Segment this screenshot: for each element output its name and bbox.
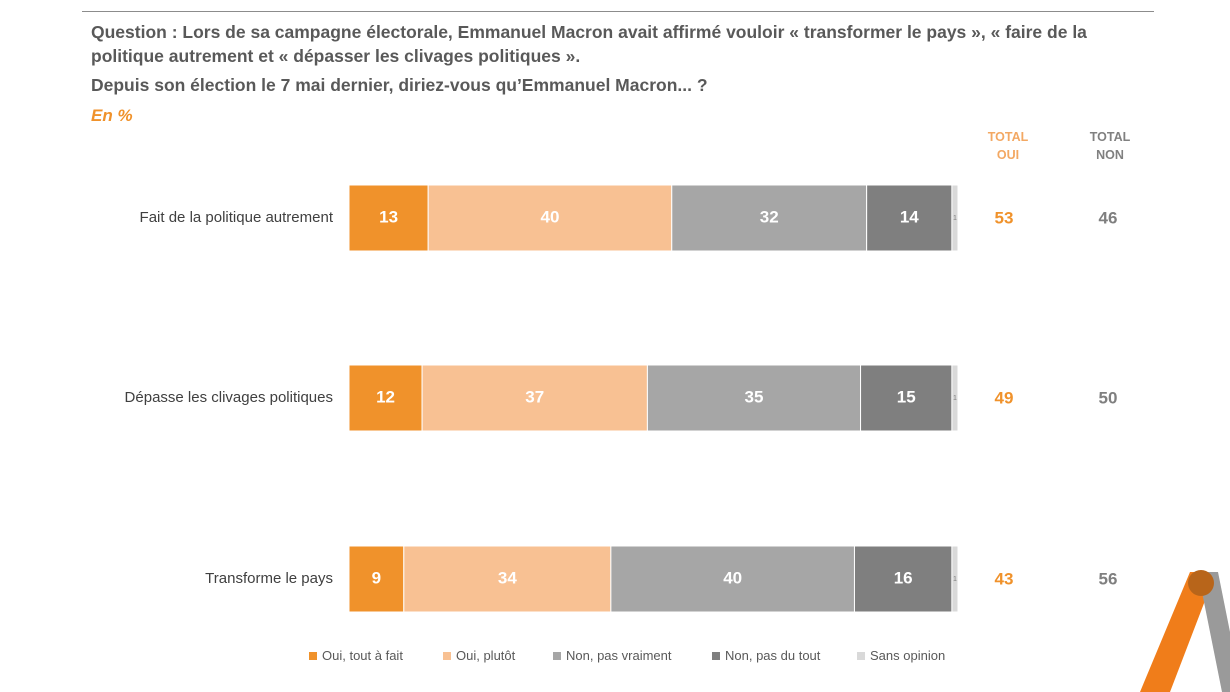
logo-dot [1188,570,1214,596]
legend-swatch [309,651,317,660]
bar-segment-sans-opinion [951,184,959,252]
legend-label: Non, pas vraiment [566,648,672,663]
total-oui-value: 43 [995,569,1014,588]
bar-segment-oui-tout-a-fait [348,364,423,432]
legend-label: Non, pas du tout [725,648,821,663]
legend-swatch [443,651,451,660]
legend-item-oui-plutot: Oui, plutôt [443,648,515,663]
total-oui-value: 49 [995,388,1014,407]
category-label: Transforme le pays [205,570,333,587]
bar-segment-oui-plutot [403,545,612,613]
total-oui-header: TOTAL OUI [963,128,1053,164]
data-label-sans-opinion: 1 [953,215,957,222]
total-non-value: 56 [1099,569,1118,588]
bar-segment-oui-plutot [427,184,673,252]
data-label-non-pas-vraiment: 35 [745,387,764,406]
legend-item-sans-opinion: Sans opinion [857,648,945,663]
bar-segment-oui-plutot [421,364,648,432]
bar-segment-non-pas-vraiment [610,545,855,613]
chart-legend: Oui, tout à fait Oui, plutôt Non, pas vrai… [0,648,1230,666]
bar-segment-non-pas-du-tout [866,184,953,252]
data-label-non-pas-du-tout: 16 [894,568,913,587]
bar-segment-sans-opinion [951,545,959,613]
data-label-oui-tout-a-fait: 13 [379,207,398,226]
top-rule [82,11,1154,12]
category-label: Dépasse les clivages politiques [125,389,333,406]
data-label-oui-tout-a-fait: 12 [376,387,395,406]
total-oui-header-line2: OUI [996,148,1020,162]
data-label-non-pas-vraiment: 40 [723,568,742,587]
data-label-non-pas-du-tout: 15 [897,387,916,406]
legend-label: Oui, tout à fait [322,648,403,663]
unit-label: En % [91,106,133,125]
legend-item-non-pas-vraiment: Non, pas vraiment [553,648,672,663]
data-label-oui-plutot: 40 [541,207,560,226]
total-oui-header-line1: TOTAL [987,130,1029,144]
bar-segment-non-pas-du-tout [860,364,953,432]
legend-swatch [857,651,865,660]
question-subtext: Depuis son élection le 7 mai dernier, di… [91,75,708,95]
data-label-oui-plutot: 34 [498,568,517,587]
total-non-header: TOTAL NON [1065,128,1155,164]
total-non-value: 46 [1099,208,1118,227]
legend-item-oui-tout-a-fait: Oui, tout à fait [309,648,403,663]
logo-gray-stroke [1198,572,1230,692]
total-non-value: 50 [1099,388,1118,407]
bar-segment-sans-opinion [951,364,959,432]
legend-swatch [712,651,720,660]
data-label-sans-opinion: 1 [953,576,957,583]
category-label: Fait de la politique autrement [140,209,334,226]
legend-label: Sans opinion [870,648,946,663]
legend-item-non-pas-du-tout: Non, pas du tout [712,648,820,663]
bar-segment-non-pas-vraiment [671,184,868,252]
total-non-header-line1: TOTAL [1089,130,1131,144]
data-label-oui-tout-a-fait: 9 [372,568,381,587]
legend-swatch [553,651,561,660]
logo-orange-stroke [1140,572,1216,692]
data-label-oui-plutot: 37 [525,387,544,406]
total-non-header-line2: NON [1096,148,1124,162]
data-label-non-pas-du-tout: 14 [900,207,919,226]
bar-segment-oui-tout-a-fait [348,184,429,252]
question-text: Question : Lors de sa campagne électoral… [91,22,1087,66]
legend-label: Oui, plutôt [456,648,516,663]
total-oui-value: 53 [995,208,1014,227]
data-label-non-pas-vraiment: 32 [760,207,779,226]
bar-segment-oui-tout-a-fait [348,545,405,613]
data-label-sans-opinion: 1 [953,395,957,402]
